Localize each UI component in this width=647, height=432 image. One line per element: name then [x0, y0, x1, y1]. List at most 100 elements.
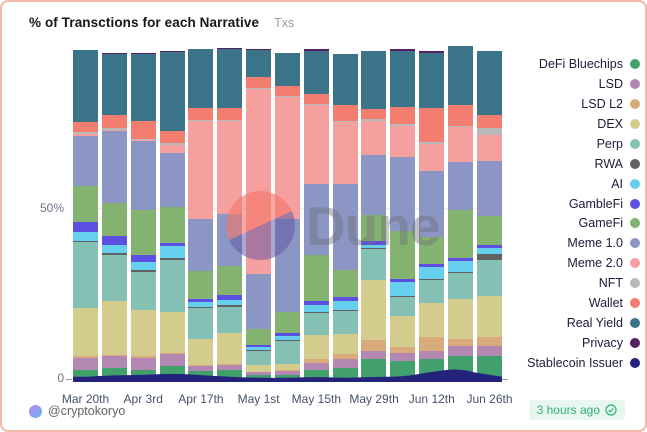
bar-segment	[101, 131, 127, 204]
bar-segment	[419, 107, 445, 143]
bar-segment	[361, 119, 387, 121]
bar-may-22nd[interactable]	[332, 53, 358, 380]
x-axis-tick: Apr 3rd	[123, 392, 163, 406]
bar-segment	[159, 153, 185, 207]
bar-apr-3rd[interactable]	[130, 52, 156, 380]
bar-segment	[303, 50, 329, 94]
legend-item-dex[interactable]: DEX	[500, 114, 640, 134]
bar-segment	[246, 274, 272, 330]
bar-segment	[419, 142, 445, 144]
bar-segment	[101, 355, 127, 368]
legend-label: GambleFi	[568, 196, 623, 211]
bar-segment	[332, 300, 358, 310]
bar-segment	[217, 300, 243, 306]
last-updated-badge: 3 hours ago	[528, 400, 625, 420]
bar-segment	[130, 356, 156, 358]
bar-segment	[274, 219, 300, 313]
bar-mar-20th[interactable]	[73, 49, 98, 380]
legend-item-privacy[interactable]: Privacy	[500, 333, 640, 353]
legend-item-real-yield[interactable]: Real Yield	[500, 313, 640, 333]
bar-segment	[476, 128, 502, 136]
x-axis-tick: May 15th	[291, 392, 342, 406]
bar-segment	[159, 258, 185, 260]
bar-segment	[73, 131, 98, 135]
bar-apr-24th[interactable]	[217, 48, 243, 380]
bar-segment	[476, 295, 502, 338]
bar-mar-27th[interactable]	[101, 52, 127, 380]
bar-segment	[159, 246, 185, 259]
stablecoin-issuer-area[interactable]	[73, 360, 502, 382]
author-handle[interactable]: @cryptokoryo	[48, 404, 126, 418]
bar-segment	[246, 48, 272, 50]
legend-item-perp[interactable]: Perp	[500, 134, 640, 154]
bar-segment	[476, 135, 502, 161]
legend-label: Privacy	[582, 336, 623, 351]
bar-segment	[332, 359, 358, 368]
bar-apr-17th[interactable]	[188, 49, 214, 380]
bar-segment	[274, 312, 300, 333]
legend-label: GameFi	[578, 216, 623, 231]
bar-segment	[73, 49, 98, 123]
bar-segment	[390, 296, 416, 298]
bar-segment	[159, 354, 185, 367]
legend-item-rwa[interactable]: RWA	[500, 154, 640, 174]
legend-item-lsd-l2[interactable]: LSD L2	[500, 94, 640, 114]
bar-segment	[217, 369, 243, 380]
legend-label: Stablecoin Issuer	[527, 356, 623, 371]
bar-segment	[130, 141, 156, 211]
bar-apr-10th[interactable]	[159, 50, 185, 380]
bar-segment	[188, 49, 214, 108]
legend-item-wallet[interactable]: Wallet	[500, 293, 640, 313]
bar-jun-26th[interactable]	[476, 50, 502, 380]
bar-segment	[303, 103, 329, 106]
legend-swatch	[630, 138, 640, 149]
bar-segment	[246, 77, 272, 88]
legend-item-meme-1-0[interactable]: Meme 1.0	[500, 233, 640, 253]
bar-segment	[217, 295, 243, 301]
bar-may-29th[interactable]	[361, 50, 387, 380]
bar-segment	[447, 127, 473, 162]
bar-jun-12th[interactable]	[419, 51, 445, 380]
bar-may-15th[interactable]	[303, 49, 329, 380]
bar-segment	[361, 50, 387, 110]
bar-jun-19th[interactable]	[447, 46, 473, 380]
bar-segment	[217, 214, 243, 266]
bar-segment	[188, 307, 214, 309]
bar-may-1st[interactable]	[246, 48, 272, 380]
legend-item-gamefi[interactable]: GameFi	[500, 214, 640, 234]
bar-segment	[130, 52, 156, 55]
bar-segment	[246, 374, 272, 380]
bar-segment	[130, 140, 156, 142]
bar-segment	[361, 359, 387, 380]
legend-item-lsd[interactable]: LSD	[500, 74, 640, 94]
bar-segment	[101, 54, 127, 115]
plot-area	[73, 46, 502, 382]
legend-item-nft[interactable]: NFT	[500, 273, 640, 293]
bar-segment	[159, 144, 185, 154]
bar-segment	[419, 266, 445, 279]
legend-label: Meme 1.0	[567, 236, 623, 251]
legend-label: LSD	[598, 76, 623, 91]
legend-item-defi-bluechips[interactable]: DeFi Bluechips	[500, 54, 640, 74]
axis-tick-right	[502, 379, 508, 380]
last-updated-text: 3 hours ago	[536, 403, 600, 417]
legend-item-gamblefi[interactable]: GambleFi	[500, 194, 640, 214]
bar-segment	[476, 160, 502, 216]
bar-segment	[303, 362, 329, 370]
bar-may-8th[interactable]	[274, 52, 300, 380]
bar-segment	[303, 49, 329, 51]
bar-segment	[332, 311, 358, 334]
legend-item-meme-2-0[interactable]: Meme 2.0	[500, 253, 640, 273]
bar-segment	[361, 120, 387, 156]
bar-segment	[361, 249, 387, 281]
legend-label: DeFi Bluechips	[538, 56, 623, 71]
bar-segment	[274, 95, 300, 98]
bar-segment	[101, 203, 127, 236]
bar-jun-5th[interactable]	[390, 49, 416, 380]
bar-segment	[419, 236, 445, 265]
legend-item-ai[interactable]: AI	[500, 174, 640, 194]
bar-segment	[246, 49, 272, 78]
bar-segment	[101, 354, 127, 356]
legend-item-stablecoin-issuer[interactable]: Stablecoin Issuer	[500, 353, 640, 373]
